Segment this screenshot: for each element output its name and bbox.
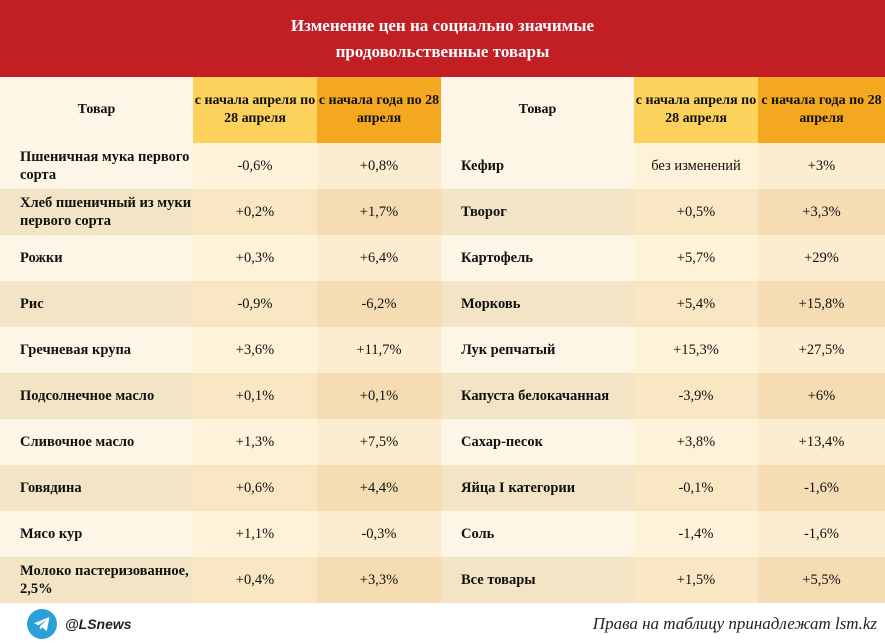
change-since-april: без изменений bbox=[634, 143, 758, 189]
price-change-table: Товар с начала апреля по 28 апреля с нач… bbox=[0, 77, 885, 603]
change-since-april: -3,9% bbox=[634, 373, 758, 419]
infographic-title: Изменение цен на социально значимые прод… bbox=[0, 0, 885, 77]
product-name: Соль bbox=[441, 511, 634, 557]
change-since-year: +29% bbox=[758, 235, 885, 281]
product-name: Кефир bbox=[441, 143, 634, 189]
table-row: Рис -0,9% -6,2% Морковь +5,4% +15,8% bbox=[0, 281, 885, 327]
product-name: Капуста белокачанная bbox=[441, 373, 634, 419]
product-name: Подсолнечное масло bbox=[0, 373, 193, 419]
table-row: Сливочное масло +1,3% +7,5% Сахар-песок … bbox=[0, 419, 885, 465]
change-since-year: +27,5% bbox=[758, 327, 885, 373]
header-product-left: Товар bbox=[0, 77, 193, 143]
change-since-year: +15,8% bbox=[758, 281, 885, 327]
product-name: Гречневая крупа bbox=[0, 327, 193, 373]
change-since-april: -1,4% bbox=[634, 511, 758, 557]
change-since-april: +0,6% bbox=[193, 465, 317, 511]
change-since-year: +4,4% bbox=[317, 465, 441, 511]
header-since-april-left: с начала апреля по 28 апреля bbox=[193, 77, 317, 143]
header-since-april-right: с начала апреля по 28 апреля bbox=[634, 77, 758, 143]
change-since-year: +3,3% bbox=[317, 557, 441, 603]
telegram-plane-icon bbox=[34, 617, 50, 631]
change-since-year: +11,7% bbox=[317, 327, 441, 373]
change-since-year: +13,4% bbox=[758, 419, 885, 465]
change-since-year: -6,2% bbox=[317, 281, 441, 327]
change-since-april: +0,3% bbox=[193, 235, 317, 281]
change-since-april: +0,4% bbox=[193, 557, 317, 603]
change-since-april: +3,8% bbox=[634, 419, 758, 465]
change-since-year: +6% bbox=[758, 373, 885, 419]
table-row: Хлеб пшеничный из муки первого сорта +0,… bbox=[0, 189, 885, 235]
title-line-1: Изменение цен на социально значимые bbox=[290, 15, 595, 35]
product-name: Яйца I категории bbox=[441, 465, 634, 511]
header-since-year-right: с начала года по 28 апреля bbox=[758, 77, 885, 143]
product-name: Творог bbox=[441, 189, 634, 235]
table-row: Пшеничная мука первого сорта -0,6% +0,8%… bbox=[0, 143, 885, 189]
change-since-year: +3,3% bbox=[758, 189, 885, 235]
channel-handle[interactable]: @LSnews bbox=[65, 616, 132, 632]
change-since-year: +0,1% bbox=[317, 373, 441, 419]
product-name: Рис bbox=[0, 281, 193, 327]
change-since-year: +1,7% bbox=[317, 189, 441, 235]
change-since-april: +5,4% bbox=[634, 281, 758, 327]
product-name: Мясо кур bbox=[0, 511, 193, 557]
change-since-year: -1,6% bbox=[758, 465, 885, 511]
product-name: Пшеничная мука первого сорта bbox=[0, 143, 193, 189]
table-row: Рожки +0,3% +6,4% Картофель +5,7% +29% bbox=[0, 235, 885, 281]
product-name: Говядина bbox=[0, 465, 193, 511]
table-row: Говядина +0,6% +4,4% Яйца I категории -0… bbox=[0, 465, 885, 511]
change-since-year: -1,6% bbox=[758, 511, 885, 557]
header-product-right: Товар bbox=[441, 77, 634, 143]
table-row: Гречневая крупа +3,6% +11,7% Лук репчаты… bbox=[0, 327, 885, 373]
change-since-april: -0,9% bbox=[193, 281, 317, 327]
change-since-year: +7,5% bbox=[317, 419, 441, 465]
title-line-2: продовольственные товары bbox=[335, 41, 550, 61]
change-since-year: +3% bbox=[758, 143, 885, 189]
change-since-april: +1,5% bbox=[634, 557, 758, 603]
product-name: Молоко пастеризованное, 2,5% bbox=[0, 557, 193, 603]
table-header-row: Товар с начала апреля по 28 апреля с нач… bbox=[0, 77, 885, 143]
table-row: Подсолнечное масло +0,1% +0,1% Капуста б… bbox=[0, 373, 885, 419]
change-since-april: -0,6% bbox=[193, 143, 317, 189]
change-since-year: -0,3% bbox=[317, 511, 441, 557]
table-row: Молоко пастеризованное, 2,5% +0,4% +3,3%… bbox=[0, 557, 885, 603]
table-row: Мясо кур +1,1% -0,3% Соль -1,4% -1,6% bbox=[0, 511, 885, 557]
product-name: Сахар-песок bbox=[441, 419, 634, 465]
product-name: Хлеб пшеничный из муки первого сорта bbox=[0, 189, 193, 235]
product-name: Лук репчатый bbox=[441, 327, 634, 373]
product-name: Все товары bbox=[441, 557, 634, 603]
change-since-april: -0,1% bbox=[634, 465, 758, 511]
change-since-april: +15,3% bbox=[634, 327, 758, 373]
telegram-icon[interactable] bbox=[27, 609, 57, 639]
footer: @LSnews Права на таблицу принадлежат lsm… bbox=[0, 604, 885, 644]
product-name: Морковь bbox=[441, 281, 634, 327]
change-since-april: +5,7% bbox=[634, 235, 758, 281]
product-name: Сливочное масло bbox=[0, 419, 193, 465]
change-since-year: +0,8% bbox=[317, 143, 441, 189]
change-since-april: +0,2% bbox=[193, 189, 317, 235]
change-since-april: +0,1% bbox=[193, 373, 317, 419]
change-since-april: +3,6% bbox=[193, 327, 317, 373]
change-since-year: +6,4% bbox=[317, 235, 441, 281]
change-since-april: +1,3% bbox=[193, 419, 317, 465]
copyright-note: Права на таблицу принадлежат lsm.kz bbox=[592, 614, 877, 633]
change-since-year: +5,5% bbox=[758, 557, 885, 603]
product-name: Картофель bbox=[441, 235, 634, 281]
header-since-year-left: с начала года по 28 апреля bbox=[317, 77, 441, 143]
change-since-april: +0,5% bbox=[634, 189, 758, 235]
product-name: Рожки bbox=[0, 235, 193, 281]
change-since-april: +1,1% bbox=[193, 511, 317, 557]
